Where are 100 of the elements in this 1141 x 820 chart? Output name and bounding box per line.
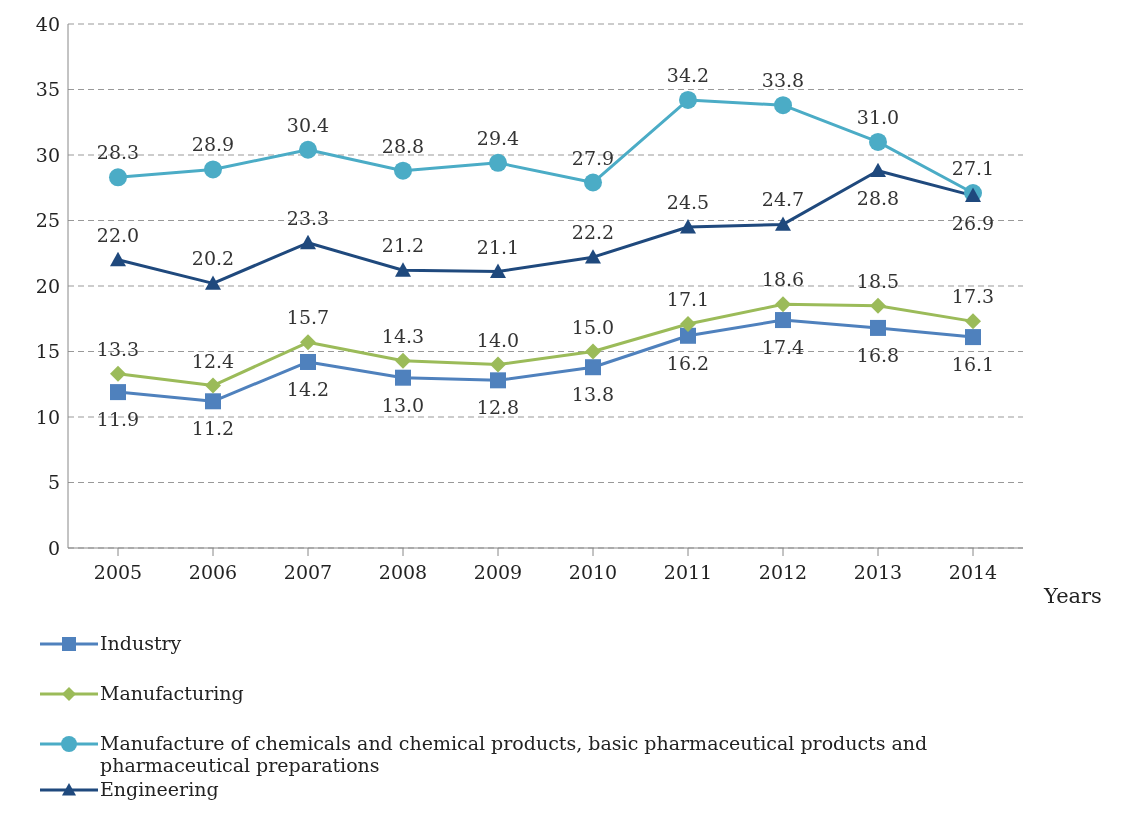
- data-label: 17.1: [666, 287, 710, 310]
- point: [680, 219, 696, 234]
- data-label: 12.8: [476, 396, 520, 419]
- x-tick-label: 2008: [378, 561, 428, 584]
- point: [205, 393, 221, 410]
- data-label: 28.8: [381, 134, 425, 157]
- data-label: 18.5: [856, 269, 900, 292]
- data-label: 24.5: [666, 191, 710, 214]
- x-tick-label: 2007: [283, 561, 333, 584]
- legend-label: Manufacture of chemicals and chemical products, basic pharmaceutical products and pharmaceutical preparations: [100, 732, 929, 776]
- point: [110, 365, 126, 382]
- data-label: 17.4: [761, 336, 805, 359]
- x-tick-label: 2006: [188, 561, 238, 584]
- point: [300, 234, 316, 250]
- point: [205, 275, 221, 290]
- y-tick-label: 35: [35, 78, 60, 101]
- data-label: 33.8: [761, 69, 805, 92]
- y-tick-label: 30: [35, 143, 60, 166]
- point: [870, 162, 886, 178]
- data-label: 13.3: [96, 337, 140, 360]
- point: [489, 153, 507, 172]
- data-label: 28.3: [96, 141, 140, 164]
- point: [775, 216, 791, 231]
- data-label: 16.1: [951, 353, 995, 376]
- data-label: 27.9: [571, 146, 615, 169]
- x-tick-label: 2014: [948, 561, 998, 584]
- data-label: 11.9: [96, 408, 140, 431]
- point: [775, 296, 791, 313]
- legend-label: Engineering: [100, 778, 219, 800]
- data-label: 13.8: [571, 383, 615, 406]
- y-tick-label: 15: [35, 340, 60, 363]
- y-tick-label: 40: [35, 12, 60, 35]
- point: [300, 334, 316, 351]
- data-label: 12.4: [191, 349, 235, 372]
- legend-label: Industry: [100, 632, 182, 654]
- point: [110, 251, 126, 267]
- point: [395, 352, 411, 369]
- point: [205, 377, 221, 394]
- data-label: 34.2: [666, 63, 710, 86]
- point: [490, 372, 506, 389]
- data-label: 22.2: [571, 221, 615, 244]
- point: [585, 359, 601, 376]
- y-tick-label: 25: [35, 209, 60, 232]
- point: [110, 384, 126, 401]
- point: [395, 369, 411, 386]
- data-label: 11.2: [191, 417, 235, 440]
- data-label: 21.2: [381, 234, 425, 257]
- y-tick-label: 0: [47, 536, 60, 559]
- point: [490, 263, 506, 278]
- data-label: 27.1: [951, 156, 995, 179]
- point: [774, 96, 792, 115]
- data-label: 15.0: [571, 315, 615, 338]
- data-label: 15.7: [286, 306, 330, 329]
- point: [109, 168, 127, 187]
- point: [585, 249, 601, 264]
- x-axis-title: Years: [1043, 584, 1102, 608]
- data-label: 26.9: [951, 211, 995, 234]
- data-label: 22.0: [96, 223, 140, 246]
- point: [490, 356, 506, 373]
- x-tick-label: 2005: [93, 561, 143, 584]
- point: [300, 353, 316, 370]
- data-label: 20.2: [191, 247, 235, 270]
- point: [870, 319, 886, 336]
- point: [584, 173, 602, 192]
- data-label: 16.8: [856, 343, 900, 366]
- data-label: 13.0: [381, 393, 425, 416]
- data-label: 23.3: [286, 206, 330, 229]
- point: [395, 262, 411, 277]
- point: [869, 132, 887, 151]
- y-tick-label: 20: [35, 274, 60, 297]
- data-label: 31.0: [856, 105, 900, 128]
- point: [299, 140, 317, 159]
- data-label: 30.4: [286, 113, 330, 136]
- point: [394, 161, 412, 180]
- data-label: 14.3: [381, 324, 425, 347]
- x-tick-label: 2012: [758, 561, 808, 584]
- point: [870, 297, 886, 314]
- data-label: 17.3: [951, 285, 995, 308]
- point: [585, 343, 601, 360]
- point: [965, 313, 981, 330]
- x-tick-label: 2013: [853, 561, 903, 584]
- data-label: 28.8: [856, 186, 900, 209]
- x-tick-label: 2011: [663, 561, 713, 584]
- x-tick-label: 2010: [568, 561, 618, 584]
- data-label: 14.2: [286, 377, 330, 400]
- point: [204, 160, 222, 179]
- data-label: 21.1: [476, 235, 520, 258]
- point: [680, 327, 696, 344]
- legend-label: Manufacturing: [100, 682, 244, 704]
- data-label: 16.2: [666, 351, 710, 374]
- data-label: 24.7: [761, 188, 805, 211]
- x-tick-label: 2009: [473, 561, 523, 584]
- point: [679, 90, 697, 109]
- data-label: 29.4: [476, 126, 520, 149]
- point: [680, 315, 696, 332]
- point: [965, 329, 981, 346]
- y-tick-label: 5: [47, 471, 60, 494]
- data-label: 14.0: [476, 328, 520, 351]
- data-label: 18.6: [761, 268, 805, 291]
- point: [775, 312, 791, 329]
